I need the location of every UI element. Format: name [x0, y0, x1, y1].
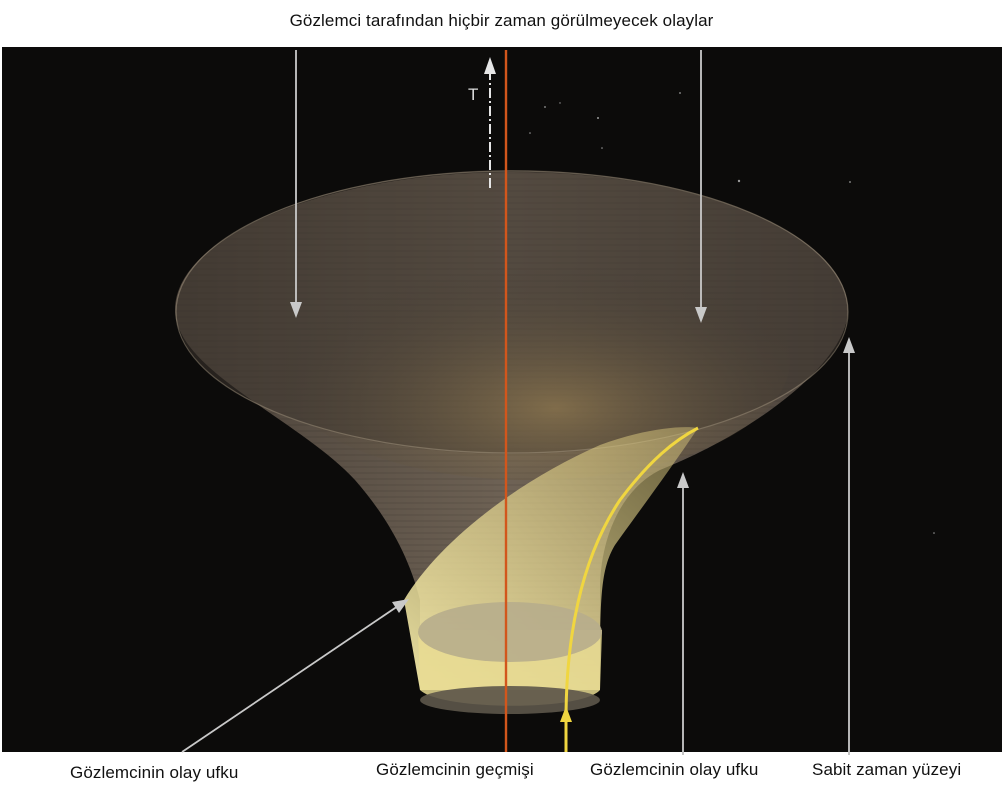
funnel-bottom-disc — [418, 602, 602, 662]
observer-horizon-left-label: Gözlemcinin olay ufku — [70, 763, 239, 782]
funnel-top-rim — [175, 170, 849, 454]
time-axis-arrow — [484, 57, 496, 188]
star-dots — [529, 92, 935, 534]
top-caption: Gözlemci tarafından hiçbir zaman görülme… — [289, 11, 714, 30]
funnel-inner-glow — [270, 240, 790, 480]
observer-past-label: Gözlemcinin geçmişi — [376, 760, 534, 779]
constant-time-surface-label: Sabit zaman yüzeyi — [812, 760, 962, 779]
funnel-bottom-base — [420, 686, 600, 714]
arrow-extensions — [682, 752, 850, 755]
observer-past-curve — [564, 426, 699, 721]
observer-horizon-right-label: Gözlemcinin olay ufku — [590, 760, 759, 779]
observer-past-arrowhead — [560, 706, 572, 722]
time-axis-label: T — [468, 85, 478, 104]
annotation-arrows — [181, 50, 855, 753]
